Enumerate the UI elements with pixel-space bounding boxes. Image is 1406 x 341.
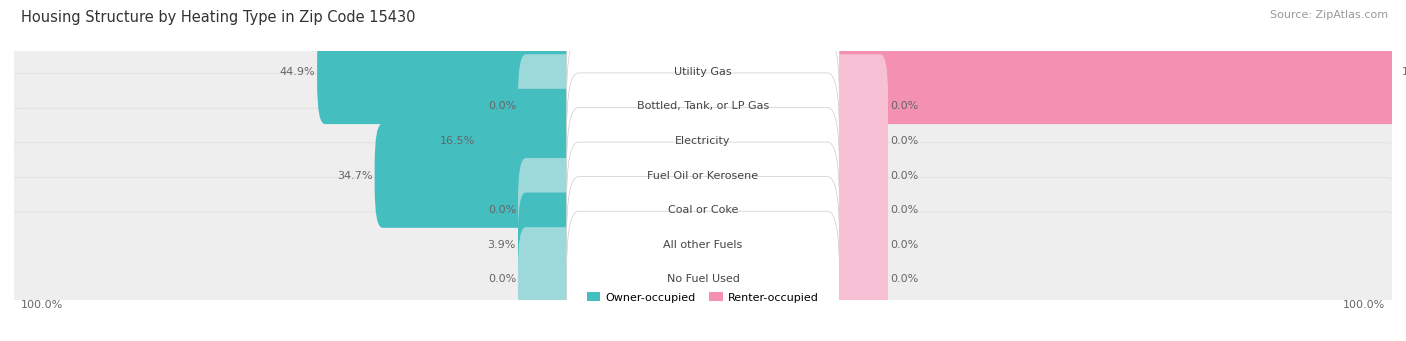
FancyBboxPatch shape xyxy=(820,54,889,159)
Text: 0.0%: 0.0% xyxy=(890,275,918,284)
Text: 100.0%: 100.0% xyxy=(1402,67,1406,77)
Text: 0.0%: 0.0% xyxy=(890,205,918,215)
FancyBboxPatch shape xyxy=(517,193,586,297)
FancyBboxPatch shape xyxy=(517,158,586,262)
Text: 0.0%: 0.0% xyxy=(890,136,918,146)
FancyBboxPatch shape xyxy=(7,74,1399,208)
Text: 44.9%: 44.9% xyxy=(280,67,315,77)
FancyBboxPatch shape xyxy=(7,108,1399,243)
Text: 100.0%: 100.0% xyxy=(21,300,63,310)
FancyBboxPatch shape xyxy=(820,89,889,193)
FancyBboxPatch shape xyxy=(567,107,839,244)
Text: Housing Structure by Heating Type in Zip Code 15430: Housing Structure by Heating Type in Zip… xyxy=(21,10,416,25)
FancyBboxPatch shape xyxy=(7,39,1399,174)
Text: 100.0%: 100.0% xyxy=(1343,300,1385,310)
FancyBboxPatch shape xyxy=(820,158,889,262)
FancyBboxPatch shape xyxy=(7,177,1399,312)
Text: Coal or Coke: Coal or Coke xyxy=(668,205,738,215)
Text: 0.0%: 0.0% xyxy=(890,102,918,112)
FancyBboxPatch shape xyxy=(567,142,839,278)
FancyBboxPatch shape xyxy=(820,123,889,228)
Text: Fuel Oil or Kerosene: Fuel Oil or Kerosene xyxy=(647,170,759,181)
Text: Utility Gas: Utility Gas xyxy=(675,67,731,77)
FancyBboxPatch shape xyxy=(517,54,586,159)
Text: 16.5%: 16.5% xyxy=(440,136,475,146)
FancyBboxPatch shape xyxy=(567,211,839,341)
Text: 0.0%: 0.0% xyxy=(488,275,516,284)
Text: 3.9%: 3.9% xyxy=(488,240,516,250)
FancyBboxPatch shape xyxy=(567,73,839,209)
FancyBboxPatch shape xyxy=(820,20,1400,124)
FancyBboxPatch shape xyxy=(7,4,1399,139)
FancyBboxPatch shape xyxy=(318,20,586,124)
Text: Electricity: Electricity xyxy=(675,136,731,146)
Text: Bottled, Tank, or LP Gas: Bottled, Tank, or LP Gas xyxy=(637,102,769,112)
Text: 0.0%: 0.0% xyxy=(488,102,516,112)
FancyBboxPatch shape xyxy=(820,227,889,331)
Text: No Fuel Used: No Fuel Used xyxy=(666,275,740,284)
FancyBboxPatch shape xyxy=(7,212,1399,341)
FancyBboxPatch shape xyxy=(567,177,839,313)
Text: Source: ZipAtlas.com: Source: ZipAtlas.com xyxy=(1270,10,1388,20)
FancyBboxPatch shape xyxy=(478,89,586,193)
FancyBboxPatch shape xyxy=(374,123,586,228)
Text: All other Fuels: All other Fuels xyxy=(664,240,742,250)
Legend: Owner-occupied, Renter-occupied: Owner-occupied, Renter-occupied xyxy=(582,288,824,307)
FancyBboxPatch shape xyxy=(820,193,889,297)
FancyBboxPatch shape xyxy=(567,38,839,175)
FancyBboxPatch shape xyxy=(567,4,839,140)
FancyBboxPatch shape xyxy=(517,227,586,331)
Text: 0.0%: 0.0% xyxy=(488,205,516,215)
Text: 0.0%: 0.0% xyxy=(890,170,918,181)
FancyBboxPatch shape xyxy=(7,143,1399,278)
Text: 0.0%: 0.0% xyxy=(890,240,918,250)
Text: 34.7%: 34.7% xyxy=(337,170,373,181)
